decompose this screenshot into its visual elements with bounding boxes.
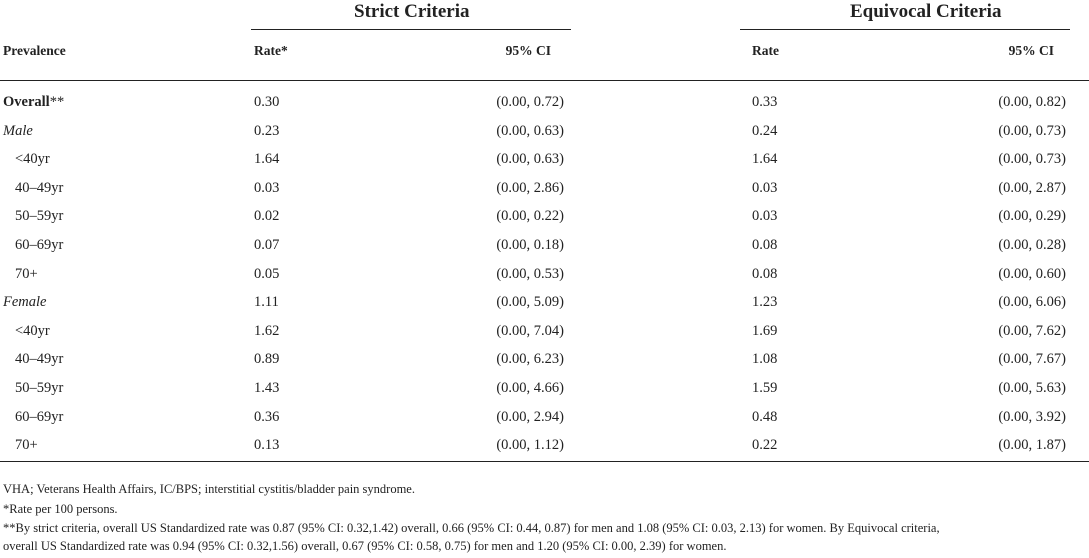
strict-group-rule <box>251 29 571 30</box>
equivocal-rate-cell: 0.24 <box>752 123 778 139</box>
footnote-standardized-line1: **By strict criteria, overall US Standar… <box>3 521 940 535</box>
strict-ci-cell: (0.00, 0.72) <box>496 94 564 110</box>
strict-rate-cell: 0.89 <box>254 351 280 367</box>
row-label-text: 50–59yr <box>15 380 64 396</box>
strict-rate-cell: 1.11 <box>254 294 279 310</box>
strict-rate-cell: 0.03 <box>254 180 280 196</box>
strict-ci-cell: (0.00, 5.09) <box>496 294 564 310</box>
row-label-text: 40–49yr <box>15 351 64 367</box>
row-label: Overall** <box>3 93 64 111</box>
row-label-text: Male <box>3 123 33 139</box>
equivocal-rate-cell: 1.59 <box>752 380 778 396</box>
equivocal-ci-cell: (0.00, 0.29) <box>998 208 1066 224</box>
equivocal-group-rule <box>740 29 1070 30</box>
strict-rate-cell: 0.13 <box>254 437 280 453</box>
strict-rate-cell: 1.62 <box>254 323 280 339</box>
row-label: 60–69yr <box>15 408 63 426</box>
row-label: Female <box>3 293 46 311</box>
row-label: 50–59yr <box>15 379 63 397</box>
equivocal-rate-cell: 1.64 <box>752 151 778 167</box>
row-label: 70+ <box>15 436 38 454</box>
row-label-text: Overall <box>3 94 50 110</box>
equivocal-ci-cell: (0.00, 6.06) <box>998 294 1066 310</box>
row-label-text: <40yr <box>15 323 50 339</box>
row-label: Male <box>3 122 33 140</box>
strict-rate-cell: 1.43 <box>254 380 280 396</box>
column-header-equivocal-ci: 95% CI <box>1008 43 1054 58</box>
equivocal-ci-cell: (0.00, 0.73) <box>998 123 1066 139</box>
row-label: 40–49yr <box>15 350 63 368</box>
equivocal-rate-cell: 0.33 <box>752 94 778 110</box>
bottom-rule <box>0 461 1089 462</box>
column-header-prevalence: Prevalence <box>3 43 66 58</box>
strict-ci-cell: (0.00, 2.86) <box>496 180 564 196</box>
strict-ci-cell: (0.00, 1.12) <box>496 437 564 453</box>
strict-rate-cell: 0.36 <box>254 409 280 425</box>
row-label: 60–69yr <box>15 236 63 254</box>
strict-ci-cell: (0.00, 0.63) <box>496 123 564 139</box>
row-label-text: 60–69yr <box>15 409 64 425</box>
strict-ci-cell: (0.00, 0.22) <box>496 208 564 224</box>
row-label-text: <40yr <box>15 151 50 167</box>
equivocal-rate-cell: 0.03 <box>752 180 778 196</box>
equivocal-rate-cell: 1.08 <box>752 351 778 367</box>
equivocal-rate-cell: 0.22 <box>752 437 778 453</box>
strict-rate-cell: 0.05 <box>254 266 280 282</box>
row-label-text: 60–69yr <box>15 237 64 253</box>
row-label-text: 40–49yr <box>15 180 64 196</box>
strict-ci-cell: (0.00, 0.63) <box>496 151 564 167</box>
footnote-standardized-line2: overall US Standardized rate was 0.94 (9… <box>3 539 727 553</box>
column-header-strict-rate: Rate* <box>254 43 288 58</box>
column-header-strict-ci: 95% CI <box>505 43 551 58</box>
equivocal-ci-cell: (0.00, 2.87) <box>998 180 1066 196</box>
equivocal-ci-cell: (0.00, 0.82) <box>998 94 1066 110</box>
equivocal-rate-cell: 0.08 <box>752 237 778 253</box>
strict-ci-cell: (0.00, 0.18) <box>496 237 564 253</box>
equivocal-rate-cell: 0.48 <box>752 409 778 425</box>
footnote-abbreviations: VHA; Veterans Health Affairs, IC/BPS; in… <box>3 482 415 496</box>
strict-rate-cell: 1.64 <box>254 151 280 167</box>
row-label: 40–49yr <box>15 179 63 197</box>
equivocal-rate-cell: 1.23 <box>752 294 778 310</box>
equivocal-ci-cell: (0.00, 0.28) <box>998 237 1066 253</box>
equivocal-rate-cell: 1.69 <box>752 323 778 339</box>
row-label: <40yr <box>15 150 50 168</box>
equivocal-ci-cell: (0.00, 5.63) <box>998 380 1066 396</box>
strict-ci-cell: (0.00, 7.04) <box>496 323 564 339</box>
equivocal-ci-cell: (0.00, 0.60) <box>998 266 1066 282</box>
row-label: 70+ <box>15 265 38 283</box>
row-label-text: 50–59yr <box>15 208 64 224</box>
equivocal-ci-cell: (0.00, 3.92) <box>998 409 1066 425</box>
equivocal-ci-cell: (0.00, 7.62) <box>998 323 1066 339</box>
row-label: 50–59yr <box>15 207 63 225</box>
strict-ci-cell: (0.00, 0.53) <box>496 266 564 282</box>
equivocal-ci-cell: (0.00, 0.73) <box>998 151 1066 167</box>
strict-rate-cell: 0.23 <box>254 123 280 139</box>
equivocal-ci-cell: (0.00, 7.67) <box>998 351 1066 367</box>
group-header-equivocal: Equivocal Criteria <box>850 1 1002 22</box>
footnote-rate: *Rate per 100 persons. <box>3 502 118 516</box>
group-header-strict: Strict Criteria <box>354 1 470 22</box>
row-label: <40yr <box>15 322 50 340</box>
column-header-equivocal-rate: Rate <box>752 43 779 58</box>
header-rule <box>0 80 1089 81</box>
strict-ci-cell: (0.00, 6.23) <box>496 351 564 367</box>
strict-rate-cell: 0.30 <box>254 94 280 110</box>
row-label-text: 70+ <box>15 437 38 453</box>
strict-rate-cell: 0.07 <box>254 237 280 253</box>
row-label-suffix: ** <box>49 94 65 110</box>
strict-ci-cell: (0.00, 2.94) <box>496 409 564 425</box>
row-label-text: Female <box>3 294 47 310</box>
row-label-text: 70+ <box>15 266 38 282</box>
strict-ci-cell: (0.00, 4.66) <box>496 380 564 396</box>
strict-rate-cell: 0.02 <box>254 208 280 224</box>
equivocal-rate-cell: 0.08 <box>752 266 778 282</box>
equivocal-ci-cell: (0.00, 1.87) <box>998 437 1066 453</box>
equivocal-rate-cell: 0.03 <box>752 208 778 224</box>
